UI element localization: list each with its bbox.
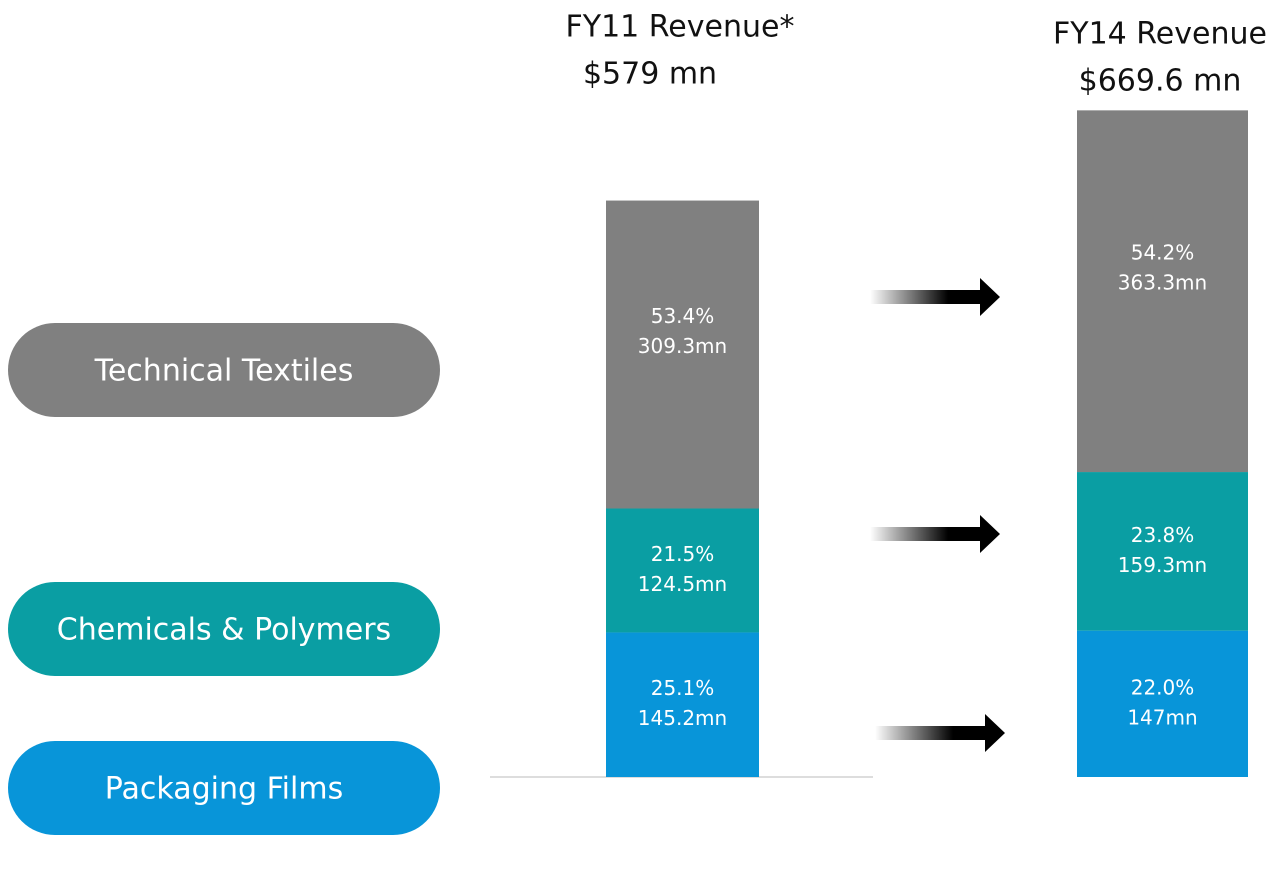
percent-label: 25.1% — [651, 676, 715, 700]
value-label: 147mn — [1127, 705, 1197, 729]
legend-pill — [8, 323, 440, 417]
percent-label: 22.0% — [1131, 675, 1195, 699]
legend-label: Technical Textiles — [94, 354, 354, 389]
legend-pill — [8, 741, 440, 835]
bar-segment — [1077, 630, 1248, 777]
bar-total: $579 mn — [583, 57, 717, 92]
value-label: 159.3mn — [1118, 553, 1207, 577]
legend-pill — [8, 582, 440, 676]
legend-label: Chemicals & Polymers — [57, 613, 391, 648]
bar-total: $669.6 mn — [1079, 64, 1242, 99]
value-label: 124.5mn — [638, 572, 727, 596]
value-label: 145.2mn — [638, 706, 727, 730]
value-label: 309.3mn — [638, 334, 727, 358]
percent-label: 23.8% — [1131, 523, 1195, 547]
bar-segment — [606, 508, 759, 633]
bar-segment — [606, 200, 759, 509]
bar-segment — [606, 632, 759, 777]
bar-segment — [1077, 110, 1248, 473]
bar-segment — [1077, 472, 1248, 631]
bar-title: FY11 Revenue* — [566, 10, 795, 45]
percent-label: 53.4% — [651, 304, 715, 328]
value-label: 363.3mn — [1118, 271, 1207, 295]
percent-label: 21.5% — [651, 542, 715, 566]
bar-title: FY14 Revenue — [1053, 17, 1267, 52]
legend-label: Packaging Films — [105, 772, 343, 807]
arrows — [870, 278, 1005, 752]
percent-label: 54.2% — [1131, 241, 1195, 265]
